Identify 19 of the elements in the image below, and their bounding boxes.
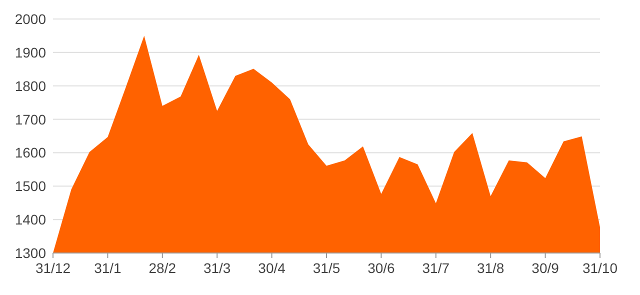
- y-tick-label: 1900: [14, 44, 46, 60]
- x-tick-label: 28/2: [148, 260, 176, 276]
- y-tick-label: 1700: [14, 111, 46, 128]
- x-tick-label: 31/10: [582, 260, 618, 276]
- x-tick-label: 31/12: [35, 260, 71, 276]
- y-tick-label: 1400: [14, 212, 46, 228]
- x-tick-label: 31/5: [312, 260, 340, 276]
- x-tick-label: 30/6: [368, 260, 396, 276]
- x-tick-label: 30/4: [258, 260, 286, 276]
- x-tick-label: 30/9: [532, 260, 560, 276]
- x-tick-label: 31/3: [203, 260, 231, 276]
- y-tick-label: 2000: [14, 11, 46, 27]
- y-tick-label: 1500: [14, 178, 46, 194]
- x-tick-label: 31/1: [94, 260, 122, 276]
- x-tick-label: 31/7: [422, 260, 450, 276]
- y-tick-label: 1800: [14, 78, 46, 94]
- y-tick-label: 1300: [14, 245, 46, 261]
- y-tick-label: 1600: [14, 144, 46, 161]
- x-tick-label: 31/8: [476, 260, 504, 276]
